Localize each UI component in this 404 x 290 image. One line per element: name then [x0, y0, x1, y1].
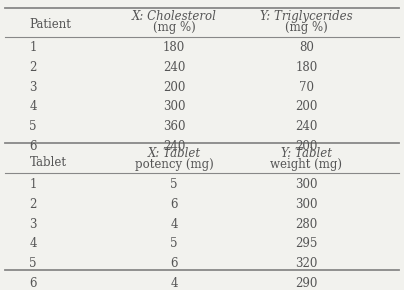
Text: 80: 80: [299, 41, 314, 54]
Text: potency (mg): potency (mg): [135, 157, 213, 171]
Text: 290: 290: [295, 277, 318, 290]
Text: Y: Triglycerides: Y: Triglycerides: [260, 10, 353, 23]
Text: 180: 180: [163, 41, 185, 54]
Text: 320: 320: [295, 257, 318, 270]
Text: Tablet: Tablet: [29, 155, 67, 168]
Text: 3: 3: [29, 218, 37, 231]
Text: 6: 6: [29, 277, 37, 290]
Text: 5: 5: [170, 238, 178, 251]
Text: 4: 4: [170, 277, 178, 290]
Text: X: Cholesterol: X: Cholesterol: [131, 10, 217, 23]
Text: 5: 5: [29, 120, 37, 133]
Text: 240: 240: [163, 140, 185, 153]
Text: 70: 70: [299, 81, 314, 94]
Text: 1: 1: [29, 178, 37, 191]
Text: Y: Tablet: Y: Tablet: [281, 146, 332, 160]
Text: 2: 2: [29, 61, 37, 74]
Text: (mg %): (mg %): [153, 21, 195, 34]
Text: Patient: Patient: [29, 18, 72, 31]
Text: 4: 4: [29, 100, 37, 113]
Text: X: Tablet: X: Tablet: [147, 146, 200, 160]
Text: 295: 295: [295, 238, 318, 251]
Text: 4: 4: [29, 238, 37, 251]
Text: 200: 200: [295, 140, 318, 153]
Text: 240: 240: [163, 61, 185, 74]
Text: 240: 240: [295, 120, 318, 133]
Text: 1: 1: [29, 41, 37, 54]
Text: 280: 280: [295, 218, 318, 231]
Text: 5: 5: [29, 257, 37, 270]
Text: 2: 2: [29, 198, 37, 211]
Text: 200: 200: [163, 81, 185, 94]
Text: 200: 200: [295, 100, 318, 113]
Text: 300: 300: [163, 100, 185, 113]
Text: 360: 360: [163, 120, 185, 133]
Text: weight (mg): weight (mg): [270, 157, 342, 171]
Text: (mg %): (mg %): [285, 21, 328, 34]
Text: 6: 6: [170, 257, 178, 270]
Text: 300: 300: [295, 198, 318, 211]
Text: 3: 3: [29, 81, 37, 94]
Text: 5: 5: [170, 178, 178, 191]
Text: 4: 4: [170, 218, 178, 231]
Text: 180: 180: [295, 61, 318, 74]
Text: 6: 6: [170, 198, 178, 211]
Text: 6: 6: [29, 140, 37, 153]
Text: 300: 300: [295, 178, 318, 191]
